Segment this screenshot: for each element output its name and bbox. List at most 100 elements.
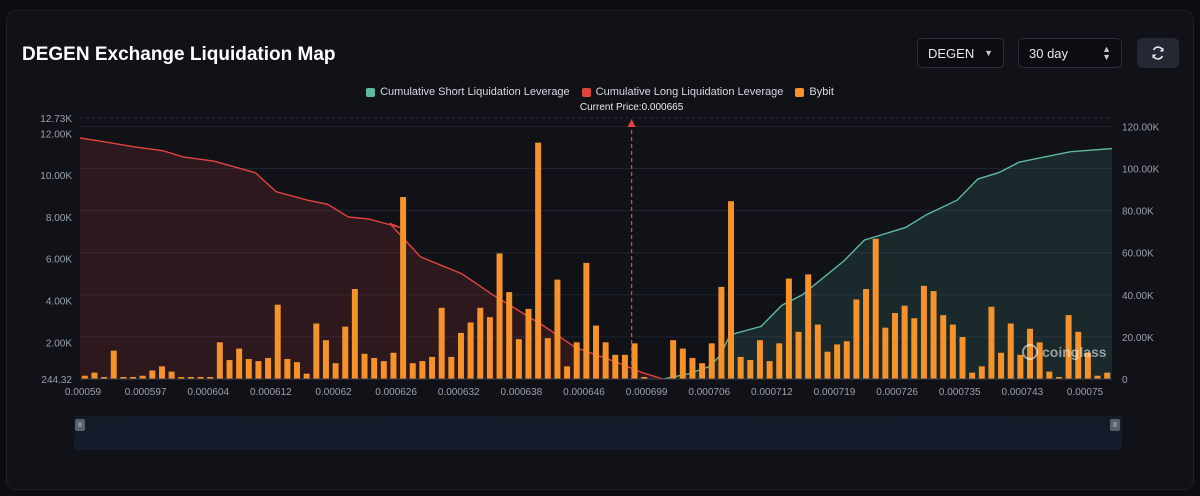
legend-label-short: Cumulative Short Liquidation Leverage (380, 86, 570, 98)
bybit-bar (573, 342, 580, 379)
slider-left-handle[interactable]: II (75, 419, 85, 431)
y-left-tick-label: 244.32 (41, 375, 72, 386)
bybit-bar (1084, 352, 1091, 379)
bybit-bar (380, 361, 387, 379)
bybit-bar (1046, 371, 1053, 379)
bybit-bar (1007, 323, 1014, 379)
x-tick-label: 0.000626 (375, 387, 417, 398)
bybit-bar (419, 361, 426, 379)
legend-label-long: Cumulative Long Liquidation Leverage (595, 86, 784, 98)
current-price-label: Current Price:0.000665 (580, 102, 684, 113)
refresh-icon (1152, 46, 1164, 60)
bybit-bar (158, 366, 165, 379)
bybit-bar (371, 357, 378, 379)
bybit-bar (872, 238, 879, 379)
chart-card (6, 10, 1194, 490)
y-left-tick-label: 4.00K (46, 296, 72, 307)
bybit-bar (1055, 377, 1062, 379)
bybit-bar (641, 377, 648, 379)
bybit-bar (236, 348, 243, 379)
bybit-bar (255, 361, 262, 379)
y-right-tick-label: 0 (1122, 375, 1128, 386)
bybit-bar (1104, 372, 1111, 379)
bybit-bar (149, 370, 156, 379)
legend-label-bybit: Bybit (809, 86, 834, 98)
bybit-bar (978, 366, 985, 379)
bybit-bar (998, 352, 1005, 379)
bybit-bar (351, 288, 358, 379)
bybit-bar (911, 318, 918, 379)
y-right-tick-label: 60.00K (1122, 249, 1154, 260)
coinglass-logo-icon (1022, 344, 1038, 360)
bybit-bar (1017, 354, 1024, 379)
bybit-bar (679, 348, 686, 379)
bybit-bar (718, 286, 725, 379)
bybit-bar (477, 307, 484, 379)
slider-right-handle[interactable]: II (1110, 419, 1120, 431)
bybit-bar (91, 372, 98, 379)
bybit-bar (515, 339, 522, 379)
bybit-bar (506, 292, 513, 379)
bybit-bar (467, 322, 474, 379)
y-left-tick-label: 12.73K (40, 114, 72, 125)
short-cumulative-area (663, 148, 1112, 379)
x-tick-label: 0.000743 (1002, 387, 1044, 398)
bybit-bar (853, 299, 860, 379)
y-left-tick-label: 2.00K (46, 338, 72, 349)
bybit-bar (756, 340, 763, 379)
range-select[interactable]: 30 day ▲ ▼ (1018, 38, 1122, 68)
y-right-tick-label: 120.00K (1122, 122, 1160, 133)
x-tick-label: 0.000719 (814, 387, 856, 398)
symbol-select-value: DEGEN (928, 45, 975, 61)
bybit-bar (101, 377, 108, 379)
range-slider[interactable] (74, 416, 1122, 450)
y-right-tick-label: 100.00K (1122, 165, 1160, 176)
bybit-bar (496, 253, 503, 379)
bybit-bar (805, 274, 812, 379)
legend-swatch-short (366, 87, 376, 97)
bybit-bar (737, 356, 744, 379)
watermark: coinglass (1022, 344, 1107, 360)
legend-item-long[interactable]: Cumulative Long Liquidation Leverage (581, 86, 784, 98)
refresh-button[interactable] (1137, 38, 1179, 68)
bybit-bar (457, 332, 464, 379)
long-cumulative-area (80, 137, 664, 379)
bybit-bar (1065, 315, 1072, 379)
bybit-bar (708, 343, 715, 379)
bybit-bar (814, 324, 821, 379)
bybit-bar (120, 377, 127, 379)
x-tick-label: 0.000706 (688, 387, 730, 398)
bybit-bar (139, 375, 146, 379)
bybit-bar (274, 304, 281, 379)
bybit-bar (535, 142, 542, 379)
caret-down-icon: ▼ (984, 48, 993, 58)
symbol-select[interactable]: DEGEN ▼ (917, 38, 1004, 68)
page-title: DEGEN Exchange Liquidation Map (22, 44, 336, 65)
bybit-bar (602, 342, 609, 379)
bybit-bar (284, 359, 291, 379)
legend-item-short[interactable]: Cumulative Short Liquidation Leverage (366, 86, 570, 98)
bybit-bar (245, 359, 252, 379)
bybit-bar (583, 262, 590, 379)
y-right-tick-label: 80.00K (1122, 207, 1154, 218)
legend-item-bybit[interactable]: Bybit (795, 86, 834, 98)
bybit-bar (824, 351, 831, 379)
bybit-bar (110, 350, 117, 379)
bybit-bar (882, 327, 889, 379)
bybit-bar (940, 315, 947, 379)
x-tick-label: 0.000726 (876, 387, 918, 398)
bybit-bar (901, 305, 908, 379)
bybit-bar (988, 306, 995, 379)
x-tick-label: 0.000638 (501, 387, 543, 398)
bybit-bar (525, 308, 532, 379)
legend-swatch-bybit (795, 87, 805, 97)
bybit-bar (863, 288, 870, 379)
x-tick-label: 0.000604 (187, 387, 229, 398)
bybit-bar (322, 340, 329, 379)
current-price-arrow-icon (627, 119, 636, 127)
range-select-value: 30 day (1029, 45, 1069, 61)
bybit-bar (207, 377, 214, 379)
bybit-bar (294, 362, 300, 379)
bybit-bar (168, 371, 175, 379)
